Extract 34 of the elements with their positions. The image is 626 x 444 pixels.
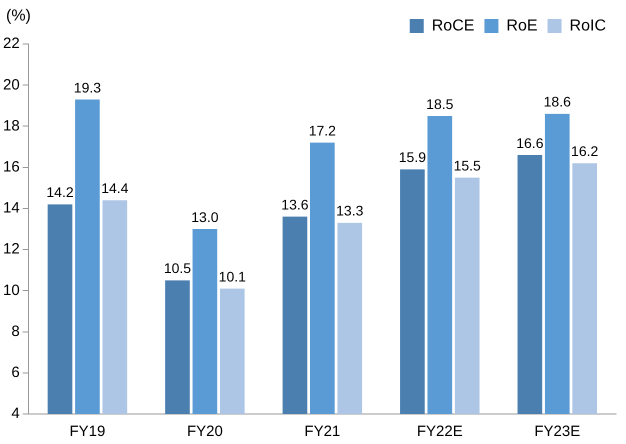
data-label: 15.9 xyxy=(398,149,426,166)
data-label: 19.3 xyxy=(74,79,102,96)
y-tick-label: 12 xyxy=(2,240,20,258)
data-label: 10.5 xyxy=(164,260,192,276)
y-tick-label: 6 xyxy=(11,364,20,382)
y-tick-label: 16 xyxy=(2,158,20,176)
y-tick-label: 14 xyxy=(2,200,20,217)
data-label: 18.6 xyxy=(544,94,572,110)
x-tick-label: FY22E xyxy=(416,423,463,440)
y-tick-label: 4 xyxy=(11,405,20,422)
y-tick-label: 8 xyxy=(11,322,20,340)
y-tick-label: 20 xyxy=(2,76,20,94)
y-tick-label: 22 xyxy=(2,35,20,52)
y-tick-label: 18 xyxy=(2,117,20,134)
x-tick-label: FY19 xyxy=(69,423,106,440)
data-label: 13.3 xyxy=(336,202,364,219)
data-label: 16.6 xyxy=(516,134,544,151)
data-label: 18.5 xyxy=(426,96,454,112)
data-label: 16.2 xyxy=(571,143,599,160)
y-tick-label: 10 xyxy=(2,282,20,299)
data-label: 17.2 xyxy=(308,122,336,139)
legend-label: RoIC xyxy=(570,17,606,34)
data-label: 14.2 xyxy=(46,184,74,200)
legend-label: RoCE xyxy=(432,17,474,34)
legend-label: RoE xyxy=(506,17,538,34)
data-label: 13.0 xyxy=(191,208,219,225)
data-label: 14.4 xyxy=(101,180,129,196)
data-label: 13.6 xyxy=(281,196,309,213)
y-axis-title: (%) xyxy=(6,7,31,24)
data-label: 15.5 xyxy=(454,157,482,174)
data-label: 10.1 xyxy=(218,268,246,284)
x-tick-label: FY20 xyxy=(186,423,223,440)
x-tick-label: FY23E xyxy=(534,423,580,440)
x-tick-label: FY21 xyxy=(304,423,340,440)
